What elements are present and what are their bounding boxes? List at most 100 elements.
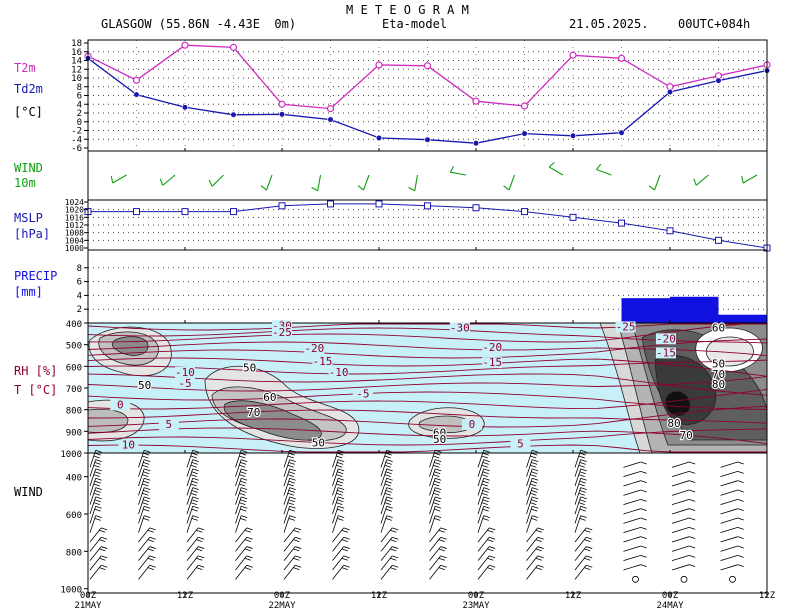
windprof-feather (99, 557, 106, 561)
windprof-feather (531, 471, 538, 475)
mslp-line (88, 203, 768, 249)
windprof-barb (89, 487, 97, 505)
windprof-feather (338, 496, 345, 500)
windprof-barb (623, 517, 641, 524)
windprof-feather (94, 499, 101, 503)
windprof-barb (429, 459, 436, 477)
windprof-feather (689, 526, 696, 530)
isotherm-label-bg (118, 439, 139, 451)
temp-ytick-label: 8 (77, 83, 82, 93)
windprof-feather (144, 477, 151, 481)
isotherm-value: -15 (312, 355, 332, 368)
isotherm-line (87, 405, 768, 428)
windprof-feather (191, 471, 198, 475)
windprof-feather (535, 548, 542, 552)
precip-label: PRECIP (14, 269, 57, 283)
windprof-barb (574, 496, 582, 515)
wind10-barb-feather (408, 186, 415, 192)
windprof-feather (241, 449, 248, 453)
windprof-barb (623, 470, 641, 478)
windprof-feather (191, 518, 198, 521)
mslp-ytick-label: 1000 (65, 244, 84, 253)
windprof-feather (481, 464, 488, 468)
windprof-feather (190, 483, 197, 487)
windprof-feather (239, 483, 246, 487)
windprof-feather (144, 487, 151, 490)
windprof-feather (537, 536, 544, 540)
temp-ytick-label: -6 (71, 144, 82, 154)
precip-bar (621, 298, 670, 323)
windprof-feather (531, 518, 538, 521)
windprof-feather (438, 539, 445, 542)
windprof-feather (149, 546, 156, 549)
windprof-barb (477, 506, 485, 524)
windprof-barb (332, 487, 339, 505)
windprof-barb (332, 468, 339, 487)
windprof-feather (737, 480, 744, 484)
windprof-barb (138, 527, 151, 543)
windprof-feather (94, 462, 101, 465)
windprof-barb (186, 459, 194, 477)
windprof-feather (241, 477, 248, 481)
windprof-feather (579, 499, 586, 503)
windprof-feather (386, 496, 393, 500)
windprof-feather (531, 490, 538, 493)
windprof-feather (390, 567, 397, 570)
windprof-feather (386, 459, 393, 462)
windprof-feather (531, 462, 538, 465)
windprof-feather (144, 468, 151, 472)
rh-value: 70 (712, 368, 725, 381)
windprof-feather (530, 474, 537, 477)
windprof-feather (385, 518, 392, 521)
windprof-feather (689, 470, 696, 474)
windprof-barb (89, 527, 102, 543)
windprof-feather (142, 464, 149, 468)
windprof-feather (143, 480, 150, 484)
windprof-feather (532, 487, 539, 490)
windprof-barb (332, 506, 339, 524)
wind10-barb (654, 174, 661, 191)
windprof-feather (142, 474, 149, 477)
windprof-feather (198, 564, 205, 568)
windprof-feather (191, 462, 198, 465)
windprof-feather (532, 468, 539, 472)
windprof-feather (385, 471, 392, 475)
windprof-feather (489, 555, 496, 559)
isotherm-value: -20 (482, 341, 502, 354)
windprof-barb (477, 459, 485, 477)
isotherm-label-bg (175, 366, 195, 378)
windprof-barb (671, 489, 690, 496)
rh-ytick-label: 600 (66, 363, 82, 373)
windprof-feather (586, 555, 593, 559)
windprof-feather (341, 539, 348, 542)
td2m-point (569, 132, 577, 139)
windprof-feather (392, 555, 399, 559)
windprof-barb (283, 555, 296, 571)
windprof-feather (580, 468, 587, 472)
windprof-feather (384, 474, 391, 477)
wind10-barb-feather (449, 165, 455, 173)
windprof-feather (341, 548, 348, 552)
isotherm-label-bg (615, 321, 636, 333)
td2m-point (424, 136, 431, 143)
mslp-point (666, 227, 674, 235)
isotherm-label-bg (272, 326, 292, 338)
windprof-feather (95, 459, 102, 462)
windprof-feather (433, 492, 440, 496)
wind10-label: WIND (14, 161, 43, 175)
windprof-barb (526, 496, 533, 515)
wind10-barb (363, 174, 370, 191)
windprof-barb (89, 496, 97, 515)
windprof-feather (384, 483, 391, 487)
windprof-feather (689, 498, 696, 502)
td2m-point (181, 104, 189, 111)
windprof-feather (440, 536, 447, 540)
windprof-feather (289, 505, 296, 509)
isotherm-line (87, 323, 767, 331)
windprof-barb (720, 461, 738, 468)
t2m-point (229, 43, 238, 51)
windprof-feather (190, 502, 197, 505)
windprof-feather (244, 529, 251, 533)
windprof-feather (434, 490, 441, 493)
windprof-feather (343, 527, 350, 531)
